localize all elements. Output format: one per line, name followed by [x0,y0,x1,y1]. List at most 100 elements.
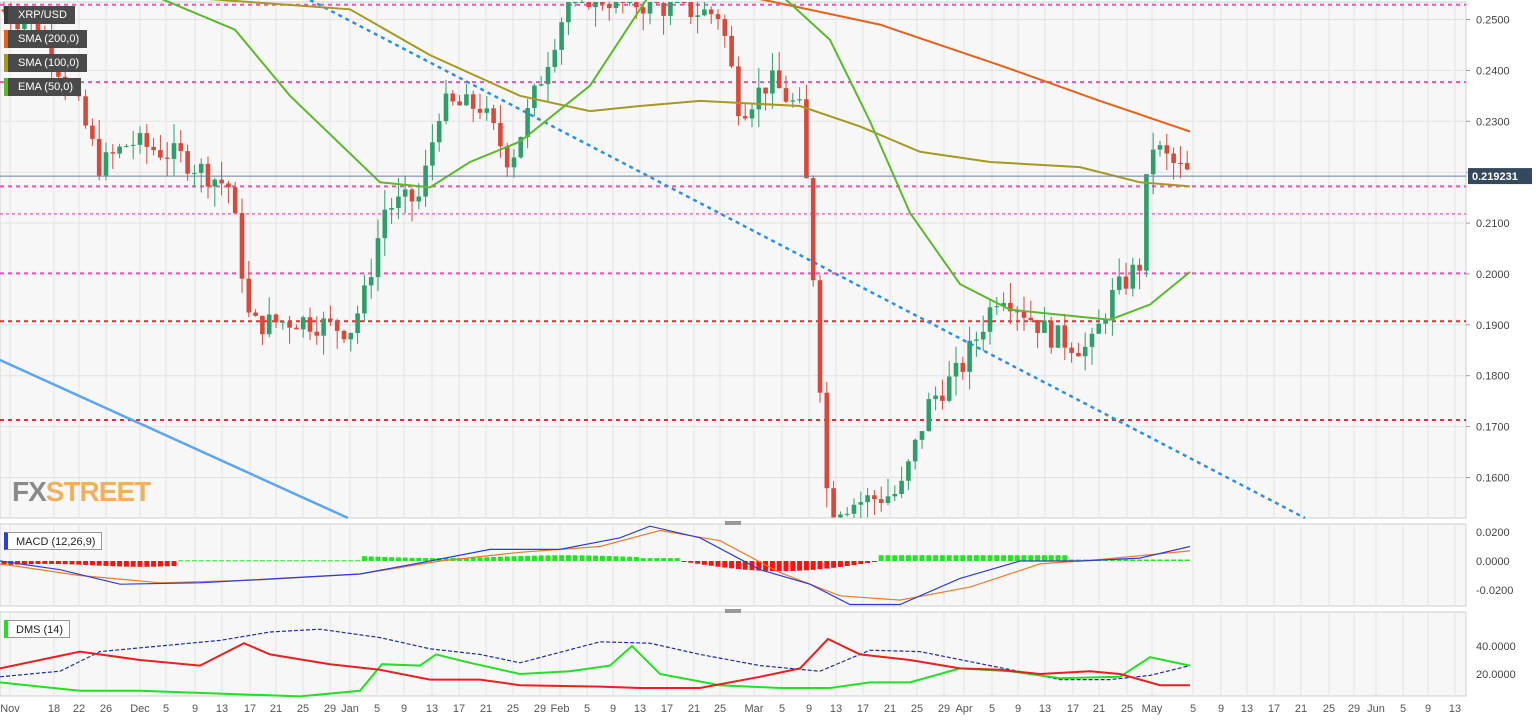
macd-bar [538,555,544,561]
macd-bar [722,561,728,568]
macd-bar [477,557,483,561]
candle-body [1150,149,1156,175]
legend-dms[interactable]: DMS (14) [4,620,71,638]
candle-body [559,22,564,50]
macd-bar [912,555,918,561]
macd-bar [55,561,61,565]
macd-bar [776,561,782,572]
candle-body [851,504,857,514]
x-tick-label: 5 [584,703,590,715]
candle-body [572,2,578,3]
candle-body [865,495,870,503]
macd-bar [620,556,626,561]
candle-body [1144,174,1149,271]
x-tick-label: 9 [806,703,812,715]
legend-sma-200[interactable]: SMA (200,0) [4,30,88,48]
candle-body [538,84,544,86]
macd-bar [586,555,592,561]
macd-bar [559,555,565,561]
legend-symbol[interactable]: XRP/USD [4,6,75,24]
candle-body [776,70,782,89]
candle-body [1171,153,1176,163]
candle-body [763,87,768,94]
ema-50-line [161,0,1191,321]
macd-bar [599,555,605,561]
macd-bar [62,561,68,565]
candle-body [749,109,755,119]
candle-body [647,2,653,14]
candle-body [627,2,632,3]
candle-body [110,152,116,154]
candle-body [151,146,156,151]
candle-body [593,2,598,8]
macd-bar [715,561,721,567]
x-tick-label: 17 [453,703,465,715]
macd-bar [1130,559,1136,561]
legend-ema-50[interactable]: EMA (50,0) [4,78,82,96]
x-tick-label: 17 [857,703,869,715]
macd-bar [389,557,395,561]
x-tick-label: 9 [610,703,616,715]
sma-200-line [758,0,1191,133]
candle-body [287,321,292,328]
macd-bar [1014,555,1020,561]
x-tick-label: 25 [1121,703,1133,715]
macd-bar [96,561,102,566]
dms-pane [0,611,1467,697]
macd-bar [824,561,830,569]
macd-bar [157,561,163,567]
candle-body [103,152,109,176]
macd-bar [552,555,558,561]
macd-bar [763,561,769,571]
macd-bar [511,556,517,561]
macd-bar [35,561,41,564]
x-tick-label: 25 [297,703,309,715]
macd-bar [871,561,877,562]
macd-bar [334,560,340,562]
macd-bar [1184,559,1190,561]
candle-body [1184,163,1190,170]
macd-bar [164,561,170,567]
x-tick-label: 21 [270,703,282,715]
candle-body [504,146,510,168]
legend-sma-100[interactable]: SMA (100,0) [4,54,88,72]
candle-body [226,183,231,188]
candle-body [334,320,340,331]
macd-bar [667,558,673,561]
macd-bar [395,557,401,561]
macd-bar [504,556,510,561]
candle-body [185,151,190,174]
macd-bar [1075,559,1081,561]
macd-bar [287,560,293,562]
candle-body [783,88,789,102]
candle-body [362,285,367,314]
macd-bar [987,555,993,561]
current-price-label: 0.219231 [1468,168,1532,185]
macd-bar [545,555,551,561]
legend-macd[interactable]: MACD (12,26,9) [4,532,103,550]
x-tick-label: 13 [1241,703,1253,715]
candle-body [722,19,728,36]
candle-body [661,3,666,16]
candle-body [729,35,734,67]
candle-body [219,179,224,184]
macd-bar [185,560,191,562]
candle-body [498,122,503,147]
candle-body [307,317,313,332]
macd-bar [327,560,333,562]
candle-body [389,208,394,210]
macd-bar [137,561,143,567]
macd-bar [1109,559,1115,561]
candle-body [137,133,143,145]
macd-bar [69,561,75,565]
macd-bar [844,561,850,567]
candle-body [212,179,218,187]
macd-bar [633,556,639,561]
candle-body [1157,145,1163,150]
candle-body [831,488,836,518]
candle-body [926,399,932,432]
macd-bar [463,557,469,561]
candle-body [430,142,435,166]
macd-bar [892,555,898,561]
candle-body [15,21,20,30]
